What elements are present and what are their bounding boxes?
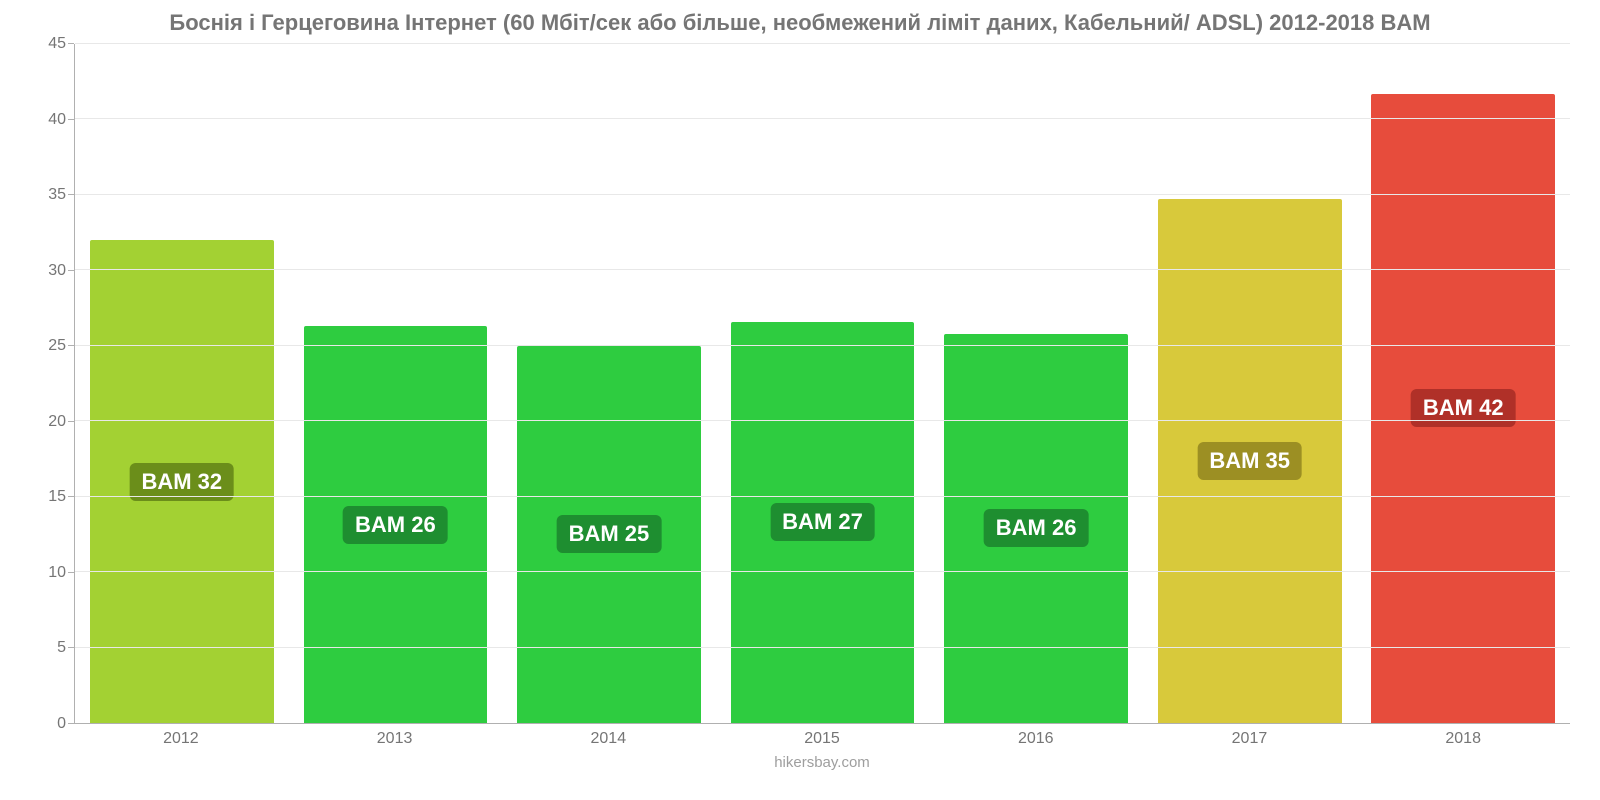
x-tick-label: 2014: [501, 730, 715, 748]
y-tick-label: 5: [57, 639, 66, 657]
bar-value-label: BAM 25: [557, 515, 662, 553]
bar-slot: BAM 32: [75, 44, 289, 723]
grid-area: BAM 32 BAM 26 BAM 25 BAM 27 BAM 26 BAM 35 BAM …: [74, 44, 1570, 724]
x-axis: 2012201320142015201620172018: [74, 730, 1570, 748]
x-tick-label: 2015: [715, 730, 929, 748]
y-tick-label: 35: [48, 186, 66, 204]
y-tick-label: 20: [48, 413, 66, 431]
grid-line: [75, 420, 1570, 421]
x-tick-label: 2013: [288, 730, 502, 748]
bar-slot: BAM 26: [929, 44, 1143, 723]
bars-container: BAM 32 BAM 26 BAM 25 BAM 27 BAM 26 BAM 35 BAM …: [75, 44, 1570, 723]
bar: BAM 26: [304, 326, 488, 723]
grid-line: [75, 269, 1570, 270]
attribution: hikersbay.com: [74, 754, 1570, 771]
bar-value-label: BAM 42: [1411, 389, 1516, 427]
y-tick-label: 10: [48, 564, 66, 582]
bar-value-label: BAM 26: [343, 506, 448, 544]
y-tick-label: 15: [48, 488, 66, 506]
grid-line: [75, 345, 1570, 346]
y-tick-label: 30: [48, 262, 66, 280]
grid-line: [75, 496, 1570, 497]
bar: BAM 32: [90, 240, 274, 723]
bar-slot: BAM 25: [502, 44, 716, 723]
x-tick-label: 2017: [1143, 730, 1357, 748]
y-axis: 051015202530354045: [30, 44, 74, 724]
bar-slot: BAM 35: [1143, 44, 1357, 723]
bar-value-label: BAM 27: [770, 503, 875, 541]
bar: BAM 35: [1158, 199, 1342, 723]
x-tick-label: 2016: [929, 730, 1143, 748]
bar-slot: BAM 42: [1356, 44, 1570, 723]
y-tick-label: 0: [57, 715, 66, 733]
bar-value-label: BAM 26: [984, 509, 1089, 547]
y-tick-label: 25: [48, 337, 66, 355]
y-tick-label: 40: [48, 111, 66, 129]
bar-slot: BAM 26: [289, 44, 503, 723]
bar-slot: BAM 27: [716, 44, 930, 723]
grid-line: [75, 43, 1570, 44]
grid-line: [75, 118, 1570, 119]
grid-line: [75, 194, 1570, 195]
x-tick-label: 2012: [74, 730, 288, 748]
grid-line: [75, 571, 1570, 572]
bar: BAM 42: [1371, 94, 1555, 723]
grid-line: [75, 647, 1570, 648]
plot-area: 051015202530354045 BAM 32BAM 26BAM 25BAM…: [30, 44, 1570, 724]
chart-container: Боснія і Герцеговина Інтернет (60 Мбіт/с…: [30, 10, 1570, 780]
bar: BAM 25: [517, 346, 701, 723]
x-tick-label: 2018: [1356, 730, 1570, 748]
chart-title: Боснія і Герцеговина Інтернет (60 Мбіт/с…: [30, 10, 1570, 36]
y-tick-label: 45: [48, 35, 66, 53]
bar: BAM 27: [731, 322, 915, 723]
bar: BAM 26: [944, 334, 1128, 723]
bar-value-label: BAM 35: [1197, 442, 1302, 480]
